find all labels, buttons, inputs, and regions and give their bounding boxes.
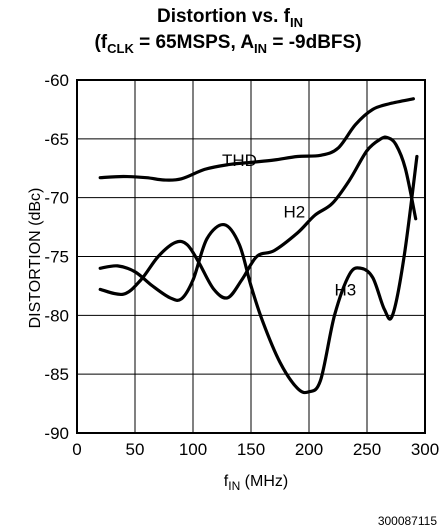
chart-title-line2: (fCLK = 65MSPS, AIN = -9dBFS) <box>94 32 361 56</box>
x-label-unit: (MHz) <box>240 473 288 490</box>
x-tick-label: 50 <box>126 440 145 459</box>
series-line-h3 <box>98 154 419 395</box>
y-tick-label: -85 <box>44 365 69 384</box>
title2-mid: = 65MSPS, A <box>134 32 254 53</box>
y-tick-label: -65 <box>44 130 69 149</box>
x-tick-label: 300 <box>411 440 439 459</box>
y-tick-label: -75 <box>44 248 69 267</box>
title2-clk-sub: CLK <box>107 41 134 56</box>
series-label-layer: THD H2 H3 <box>222 151 356 299</box>
y-axis-label: DISTORTION (dBc) <box>27 188 44 329</box>
title2-end: = -9dBFS) <box>267 32 361 53</box>
x-axis-label: fIN (MHz) <box>224 473 288 493</box>
figure-id: 300087115 <box>378 514 438 528</box>
x-tick-label: 250 <box>353 440 381 459</box>
x-label-main: f <box>224 473 229 490</box>
series-line-h2 <box>98 135 418 300</box>
x-tick-label: 150 <box>237 440 265 459</box>
title2-open: (f <box>94 32 107 53</box>
title-main: Distortion vs. f <box>157 6 291 27</box>
series-line-thd <box>98 97 415 182</box>
y-tick-label: -60 <box>44 71 69 90</box>
y-tick-label: -70 <box>44 189 69 208</box>
series-layer <box>98 97 419 395</box>
series-label-thd: THD <box>222 151 257 170</box>
x-label-sub: IN <box>228 479 240 493</box>
grid-layer <box>77 80 425 433</box>
plot-frame <box>76 79 426 434</box>
x-tick-label: 200 <box>295 440 323 459</box>
series-label-h2: H2 <box>283 203 305 222</box>
y-tick-label: -80 <box>44 306 69 325</box>
title2-ain-sub: IN <box>254 41 267 56</box>
tick-label-layer: 0 50 100 150 200 250 300 -60 -65 -70 -75 -80 -85 -90 <box>44 71 439 459</box>
x-tick-label: 0 <box>72 440 81 459</box>
y-tick-label: -90 <box>44 424 69 443</box>
title-sub-in: IN <box>290 15 303 30</box>
series-label-h3: H3 <box>335 280 357 299</box>
x-tick-label: 100 <box>179 440 207 459</box>
chart-title-line1: Distortion vs. fIN <box>157 6 303 30</box>
